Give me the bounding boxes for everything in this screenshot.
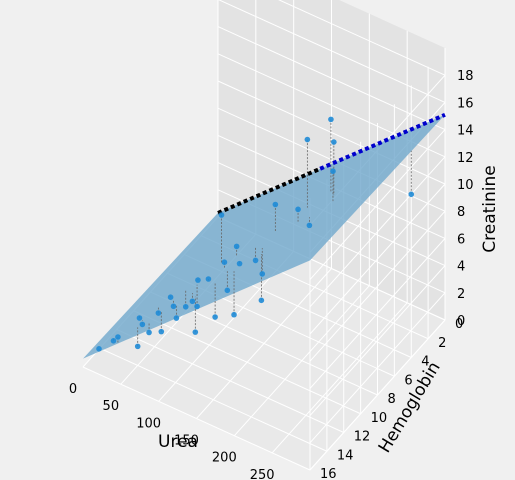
data-point xyxy=(205,276,212,282)
grid-line xyxy=(309,238,446,389)
z-axis-label: Creatinine xyxy=(480,165,500,252)
z-tick-label: 0 xyxy=(457,314,465,329)
y-tick-label: 16 xyxy=(320,467,337,480)
data-point xyxy=(170,303,177,310)
y-tick-label: 10 xyxy=(371,411,388,426)
grid-line xyxy=(309,210,446,362)
grid-line xyxy=(309,319,446,471)
z-tick-label: 12 xyxy=(457,151,474,166)
data-point xyxy=(194,303,200,310)
grid-line xyxy=(133,310,361,415)
data-point xyxy=(192,329,199,335)
data-point xyxy=(233,243,240,250)
y-tick-label: 2 xyxy=(438,336,446,351)
data-point xyxy=(110,338,117,344)
grid-line xyxy=(309,183,446,335)
x-tick-label: 150 xyxy=(174,434,199,449)
data-point xyxy=(258,297,265,304)
fit-line xyxy=(217,112,446,215)
grid-line xyxy=(309,292,446,444)
grid-line xyxy=(309,265,446,416)
data-point xyxy=(306,222,313,229)
data-point xyxy=(295,206,301,213)
data-point xyxy=(272,201,279,208)
data-point xyxy=(330,168,336,174)
grid-line xyxy=(99,347,328,452)
data-point xyxy=(189,298,196,305)
data-point xyxy=(224,287,231,294)
z-tick-label: 10 xyxy=(457,178,474,193)
data-point xyxy=(139,321,146,328)
z-tick-label: 6 xyxy=(457,232,465,247)
data-point xyxy=(167,294,174,301)
grid-line xyxy=(309,129,446,280)
y-tick-label: 6 xyxy=(404,373,412,388)
data-point xyxy=(158,328,165,335)
x-tick-label: 100 xyxy=(136,416,161,431)
data-point xyxy=(328,116,334,123)
data-point xyxy=(231,311,237,318)
data-point xyxy=(182,303,189,310)
data-point xyxy=(408,191,415,198)
fit-line-near xyxy=(217,166,321,215)
data-points xyxy=(96,116,415,352)
data-point xyxy=(115,334,121,340)
y-tick-label: 0 xyxy=(455,317,463,332)
x-axis-label: Urea xyxy=(158,432,198,452)
data-point xyxy=(173,315,180,321)
data-point xyxy=(155,310,162,316)
z-tick-label: 16 xyxy=(457,96,474,111)
z-tick-label: 8 xyxy=(457,205,465,220)
y-tick-label: 4 xyxy=(421,355,429,370)
y-tick-label: 14 xyxy=(337,448,354,463)
regression-plane xyxy=(83,114,445,359)
grid-line xyxy=(309,156,446,308)
grid-line xyxy=(217,107,446,212)
grid-line xyxy=(116,329,344,433)
data-point xyxy=(96,346,102,352)
x-tick-label: 0 xyxy=(69,382,77,397)
data-point xyxy=(331,139,337,145)
data-point xyxy=(134,343,141,350)
data-point xyxy=(136,315,143,321)
z-tick-label: 14 xyxy=(457,124,474,139)
data-point xyxy=(259,271,266,277)
data-point xyxy=(146,329,152,336)
regression-plane-surface xyxy=(83,114,445,359)
fit-line-far xyxy=(319,112,446,171)
data-point xyxy=(236,260,243,267)
tick-labels: 0501001502002503000246810121416024681012… xyxy=(69,69,474,480)
data-point xyxy=(221,259,228,265)
z-tick-label: 4 xyxy=(457,260,465,275)
data-point xyxy=(212,314,218,320)
grid-line xyxy=(218,0,446,103)
grid-line xyxy=(217,80,446,185)
grid-line xyxy=(217,26,446,131)
z-tick-label: 2 xyxy=(457,287,465,302)
x-tick-label: 50 xyxy=(103,399,120,414)
z-tick-label: 18 xyxy=(457,69,474,84)
residual-lines xyxy=(98,119,412,351)
grid-line xyxy=(278,0,446,76)
data-point xyxy=(195,277,201,283)
data-point xyxy=(218,212,225,218)
x-tick-label: 250 xyxy=(250,468,275,480)
grid-line xyxy=(82,366,311,471)
y-tick-label: 8 xyxy=(388,392,396,407)
x-tick-label: 200 xyxy=(212,451,237,466)
data-point xyxy=(304,136,311,143)
data-point xyxy=(252,257,259,264)
y-tick-label: 12 xyxy=(354,430,371,445)
